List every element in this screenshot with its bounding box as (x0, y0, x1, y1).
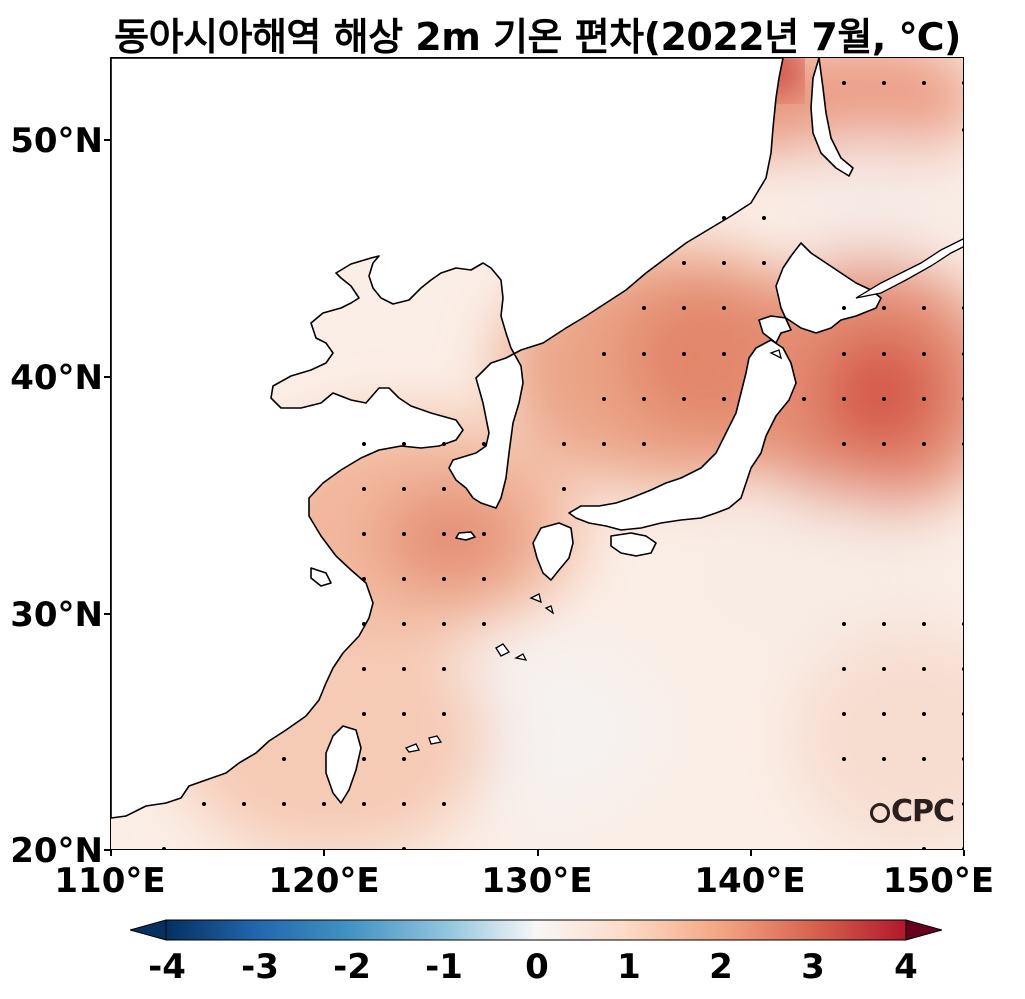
logo-text: CPC (891, 794, 955, 829)
y-tick (104, 376, 110, 378)
y-tick (104, 849, 110, 851)
y-tick-label: 30°N (10, 595, 103, 635)
y-tick-label: 20°N (10, 831, 103, 871)
colorbar (130, 919, 942, 941)
y-tick (104, 613, 110, 615)
y-tick-label: 50°N (10, 121, 103, 161)
colorbar-label: -1 (425, 947, 463, 987)
x-tick-label: 150°E (882, 861, 995, 901)
colorbar-label: -3 (241, 947, 279, 987)
colorbar-label: -4 (148, 947, 186, 987)
colorbar-label: 0 (525, 947, 549, 987)
coastlines (111, 58, 882, 819)
x-tick (110, 850, 112, 856)
islands (404, 238, 963, 753)
map-canvas (111, 58, 963, 849)
colorbar-label: 3 (801, 947, 825, 987)
colorbar-label: -2 (333, 947, 371, 987)
x-tick (323, 850, 325, 856)
colorbar-label: 2 (709, 947, 733, 987)
y-tick (104, 139, 110, 141)
x-tick (963, 850, 965, 856)
colorbar-label: 4 (894, 947, 918, 987)
x-tick-label: 140°E (694, 861, 806, 901)
x-tick-label: 110°E (54, 861, 166, 901)
x-tick (750, 850, 752, 856)
y-tick-label: 40°N (10, 358, 103, 398)
x-tick (537, 850, 539, 856)
significance-stipple (162, 81, 963, 849)
x-tick-label: 120°E (268, 861, 380, 901)
map-title: 동아시아해역 해상 2m 기온 편차(2022년 7월, ℃) (114, 15, 961, 59)
colorbar-label: 1 (617, 947, 641, 987)
ocpc-logo: CPC (870, 794, 955, 829)
anomaly-map (110, 57, 964, 850)
logo-ring-icon (870, 803, 890, 823)
x-tick-label: 130°E (481, 861, 593, 901)
